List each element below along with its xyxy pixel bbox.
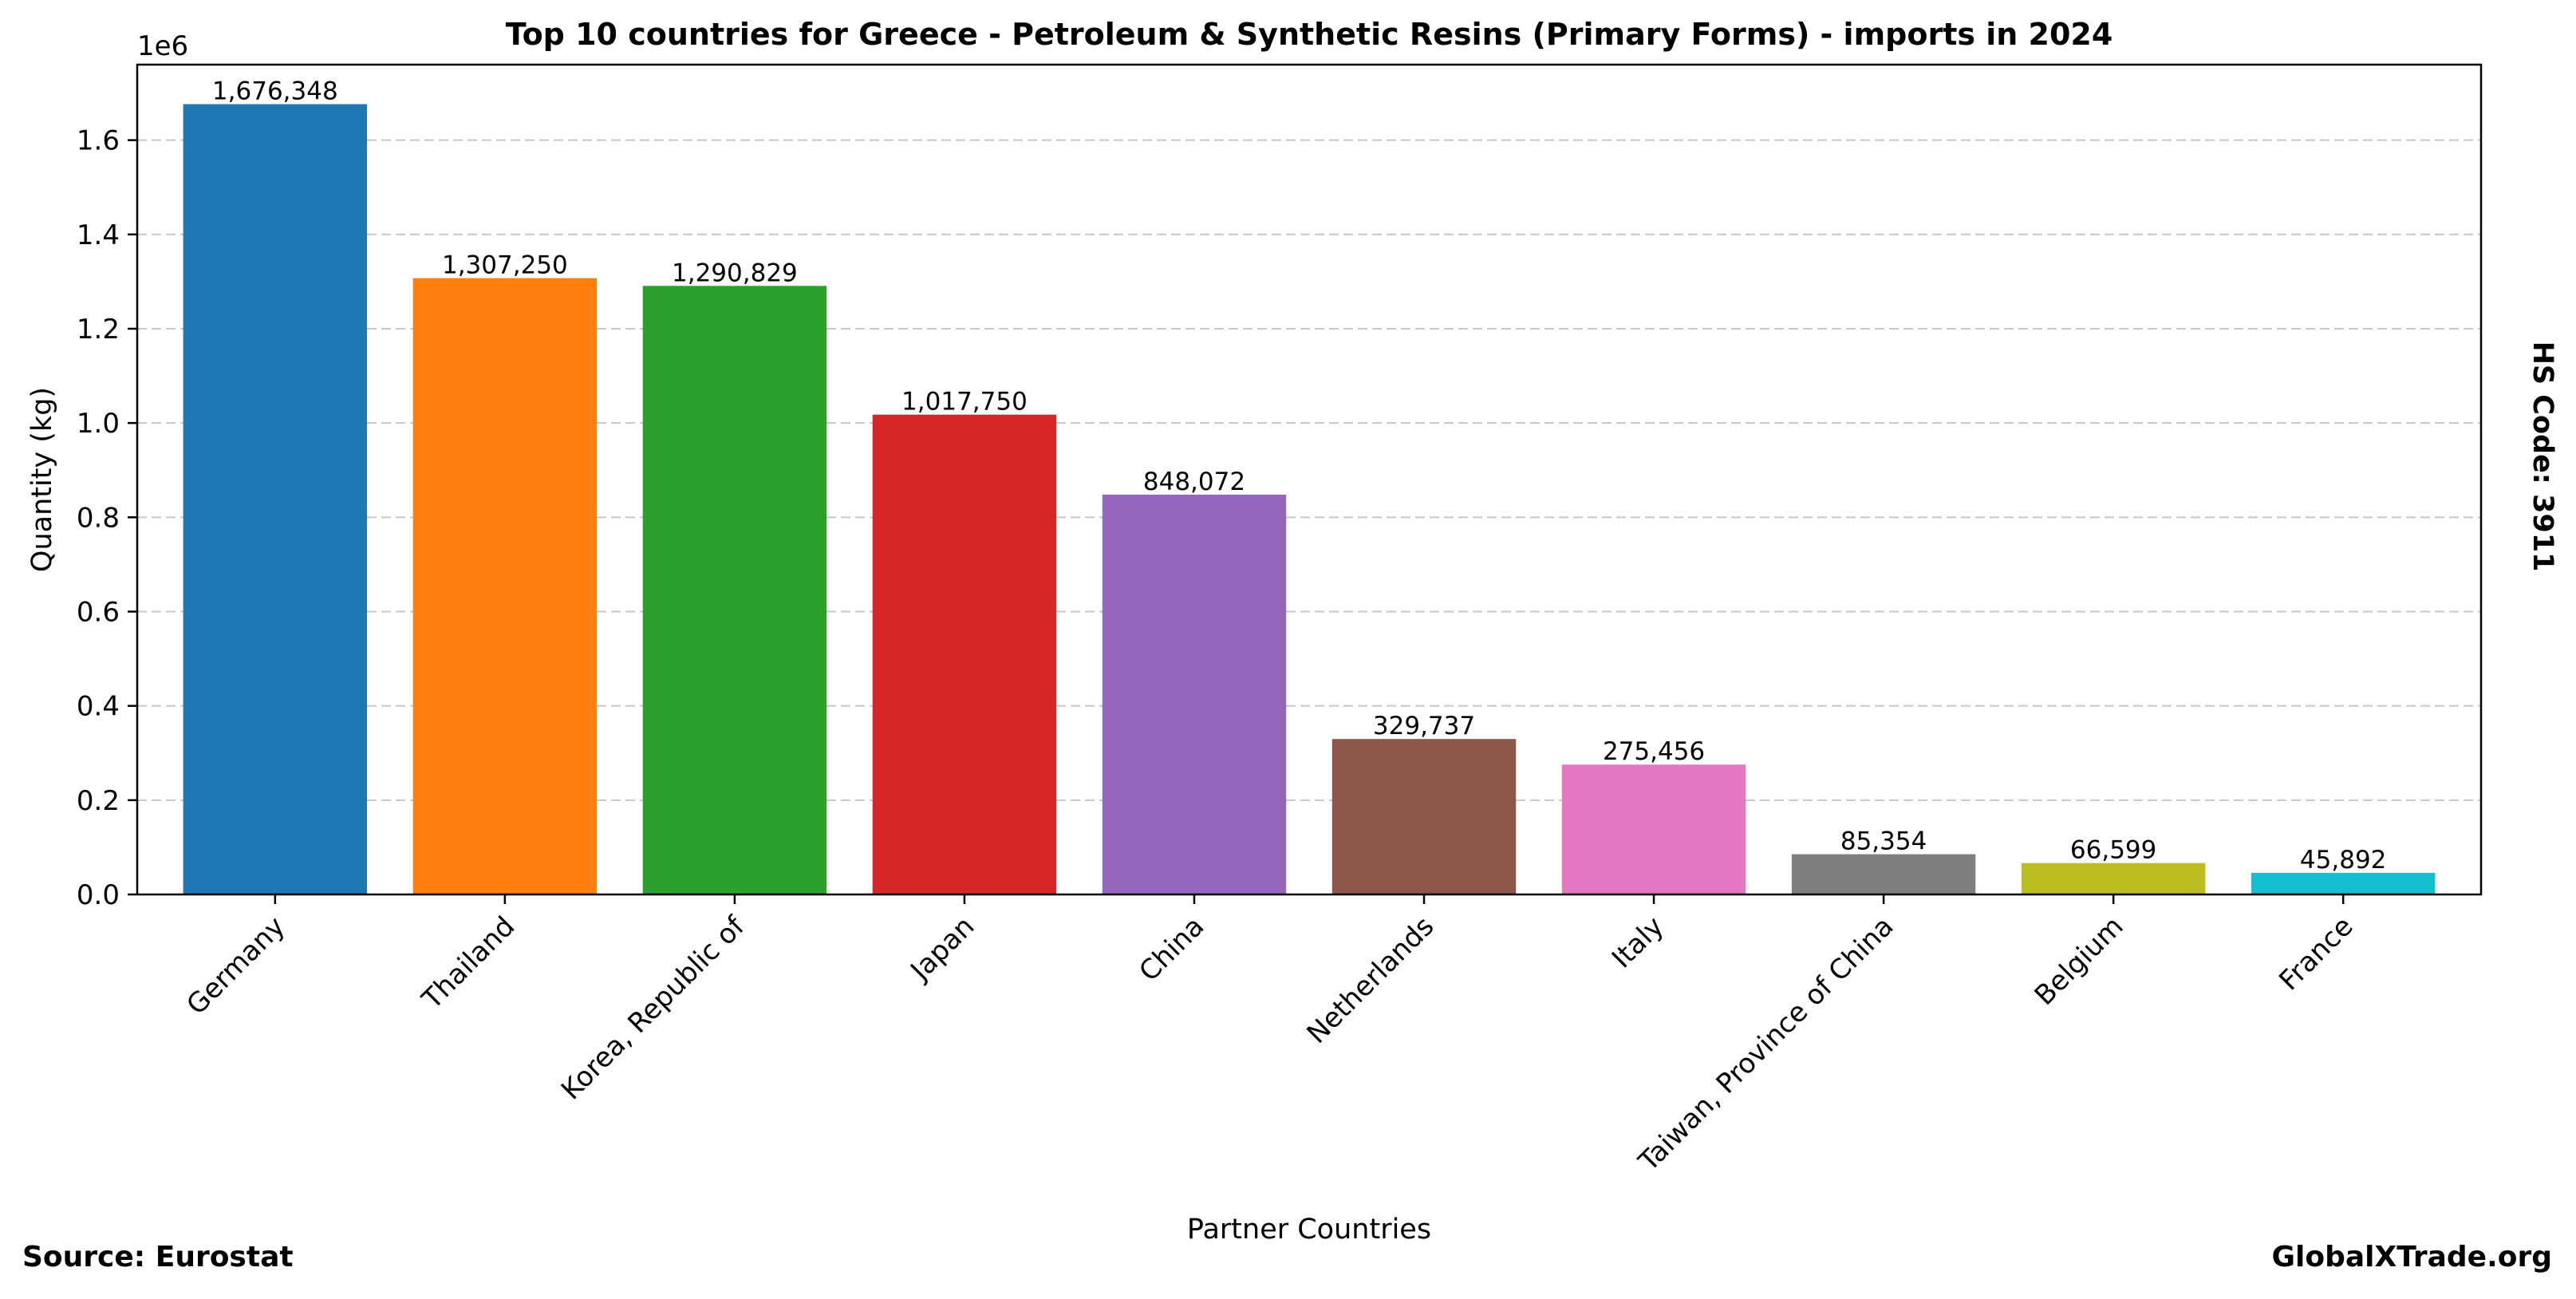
y-tick-label: 0.4 <box>77 691 120 723</box>
x-tick-label: Korea, Republic of <box>555 910 751 1106</box>
axes <box>128 63 2483 904</box>
x-tick-label: France <box>2273 910 2359 997</box>
hs-code-label: HS Code: 3911 <box>2527 342 2558 572</box>
bar-japan <box>872 414 1057 894</box>
bar-france <box>2251 872 2436 894</box>
x-tick-label: Belgium <box>2029 910 2130 1012</box>
x-axis-label: Partner Countries <box>1187 1214 1431 1246</box>
brand-note: GlobalXTrade.org <box>2271 1241 2552 1273</box>
y-tick-label: 1.2 <box>77 314 120 345</box>
chart-title: Top 10 countries for Greece - Petroleum … <box>506 17 2113 52</box>
bar-italy <box>1561 764 1746 894</box>
bar-value-label: 1,676,348 <box>212 77 338 106</box>
x-tick-label: Japan <box>904 910 981 988</box>
x-tick-label: China <box>1133 910 1210 988</box>
bar-value-label: 1,290,829 <box>672 259 798 287</box>
bar-value-label: 329,737 <box>1373 712 1475 740</box>
bar-value-label: 45,892 <box>2300 846 2386 875</box>
bar-value-label: 1,307,250 <box>442 251 568 280</box>
bar-value-label: 85,354 <box>1840 827 1927 856</box>
bar-netherlands <box>1331 739 1517 894</box>
y-tick-label: 0.6 <box>77 596 120 628</box>
x-tick-label: Thailand <box>416 910 521 1016</box>
x-tick-label: Italy <box>1606 910 1670 974</box>
bar-thailand <box>412 278 598 894</box>
y-axis-label: Quantity (kg) <box>26 387 58 572</box>
plot-frame <box>136 63 2483 896</box>
bar-value-label: 848,072 <box>1143 468 1245 496</box>
y-tick-label: 0.0 <box>77 879 120 911</box>
bar-value-label: 66,599 <box>2070 836 2156 865</box>
labels: 1,676,348 1,307,250 1,290,829 1,017,750 848,… <box>26 17 2558 1246</box>
bar-taiwan-province-of-china <box>1791 854 1976 894</box>
y-offset-label: 1e6 <box>137 30 188 62</box>
bars <box>183 104 2436 895</box>
x-tick-label: Taiwan, Province of China <box>1632 910 1899 1178</box>
y-tick-label: 1.4 <box>77 219 120 251</box>
x-tick-label: Germany <box>180 910 291 1021</box>
bar-germany <box>183 104 368 895</box>
bar-value-label: 275,456 <box>1603 737 1705 766</box>
bar-china <box>1102 494 1287 894</box>
y-tick-label: 1.6 <box>77 125 120 157</box>
y-tick-label: 0.2 <box>77 785 120 817</box>
y-tick-label: 1.0 <box>77 408 120 440</box>
x-tick-label: Netherlands <box>1301 910 1441 1050</box>
y-tick-label: 0.8 <box>77 502 120 534</box>
source-note: Source: Eurostat <box>22 1241 294 1273</box>
bar-value-label: 1,017,750 <box>901 388 1028 417</box>
bar-korea-republic-of <box>642 286 827 894</box>
bar-belgium <box>2021 863 2206 894</box>
